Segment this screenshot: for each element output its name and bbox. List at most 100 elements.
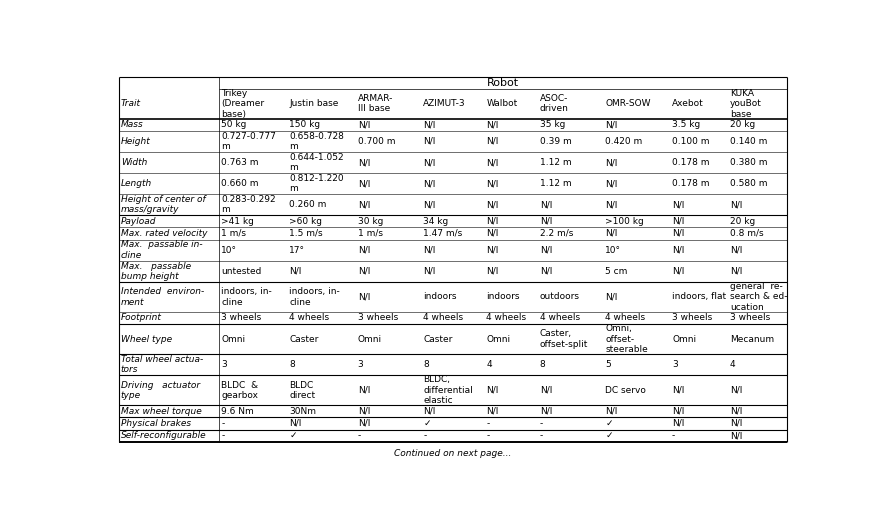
Text: Caster,
offset-split: Caster, offset-split — [540, 329, 588, 349]
Text: 0.380 m: 0.380 m — [730, 158, 767, 167]
Text: N/I: N/I — [672, 419, 684, 428]
Text: Driving   actuator
type: Driving actuator type — [121, 380, 200, 400]
Text: N/I: N/I — [672, 229, 684, 238]
Text: ✓: ✓ — [423, 419, 431, 428]
Text: 5: 5 — [606, 360, 611, 369]
Text: 3 wheels: 3 wheels — [358, 314, 398, 322]
Text: N/I: N/I — [358, 407, 370, 416]
Text: ASOC-
driven: ASOC- driven — [540, 94, 568, 114]
Text: Intended  environ-
ment: Intended environ- ment — [121, 287, 204, 306]
Text: Trikey
(Dreamer
base): Trikey (Dreamer base) — [221, 89, 264, 119]
Text: N/I: N/I — [672, 200, 684, 209]
Text: BLDC,
differential
elastic: BLDC, differential elastic — [423, 375, 473, 405]
Text: 35 kg: 35 kg — [540, 120, 565, 129]
Text: -: - — [358, 431, 361, 440]
Text: 4: 4 — [486, 360, 492, 369]
Text: Self-reconfigurable: Self-reconfigurable — [121, 431, 206, 440]
Text: 0.420 m: 0.420 m — [606, 137, 643, 146]
Text: ✓: ✓ — [289, 431, 297, 440]
Text: 0.8 m/s: 0.8 m/s — [730, 229, 764, 238]
Text: 2.2 m/s: 2.2 m/s — [540, 229, 573, 238]
Text: indoors, in-
cline: indoors, in- cline — [289, 287, 340, 306]
Text: -: - — [540, 419, 543, 428]
Text: >60 kg: >60 kg — [289, 217, 323, 226]
Text: N/I: N/I — [423, 245, 436, 255]
Text: N/I: N/I — [486, 158, 499, 167]
Text: outdoors: outdoors — [540, 292, 580, 301]
Text: -: - — [221, 419, 225, 428]
Text: Mass: Mass — [121, 120, 143, 129]
Text: 4 wheels: 4 wheels — [423, 314, 463, 322]
Text: 0.39 m: 0.39 m — [540, 137, 572, 146]
Text: BLDC  &
gearbox: BLDC & gearbox — [221, 380, 258, 400]
Text: indoors, flat: indoors, flat — [672, 292, 726, 301]
Text: N/I: N/I — [606, 229, 618, 238]
Text: OMR-SOW: OMR-SOW — [606, 99, 651, 108]
Text: ARMAR-
III base: ARMAR- III base — [358, 94, 393, 114]
Text: Height: Height — [121, 137, 150, 146]
Text: N/I: N/I — [606, 200, 618, 209]
Text: N/I: N/I — [606, 292, 618, 301]
Text: N/I: N/I — [672, 245, 684, 255]
Text: N/I: N/I — [423, 267, 436, 276]
Text: 17°: 17° — [289, 245, 306, 255]
Text: N/I: N/I — [486, 200, 499, 209]
Text: 8: 8 — [423, 360, 429, 369]
Text: 4 wheels: 4 wheels — [289, 314, 330, 322]
Text: Trait: Trait — [121, 99, 141, 108]
Text: -: - — [221, 431, 225, 440]
Text: 20 kg: 20 kg — [730, 217, 755, 226]
Text: ✓: ✓ — [606, 419, 613, 428]
Text: N/I: N/I — [423, 179, 436, 188]
Text: N/I: N/I — [730, 245, 743, 255]
Text: N/I: N/I — [730, 407, 743, 416]
Text: DC servo: DC servo — [606, 386, 646, 395]
Text: 0.580 m: 0.580 m — [730, 179, 767, 188]
Text: Omni: Omni — [221, 334, 245, 343]
Text: 0.178 m: 0.178 m — [672, 158, 710, 167]
Text: 0.658-0.728
m: 0.658-0.728 m — [289, 132, 344, 151]
Text: Max wheel torque: Max wheel torque — [121, 407, 202, 416]
Text: 1.47 m/s: 1.47 m/s — [423, 229, 462, 238]
Text: 8: 8 — [540, 360, 545, 369]
Text: Footprint: Footprint — [121, 314, 162, 322]
Text: N/I: N/I — [423, 120, 436, 129]
Text: ✓: ✓ — [606, 431, 613, 440]
Text: Robot: Robot — [487, 78, 519, 88]
Text: -: - — [540, 431, 543, 440]
Text: N/I: N/I — [540, 200, 552, 209]
Text: N/I: N/I — [486, 407, 499, 416]
Text: 0.700 m: 0.700 m — [358, 137, 395, 146]
Text: N/I: N/I — [730, 386, 743, 395]
Text: Omni,
offset-
steerable: Omni, offset- steerable — [606, 324, 648, 354]
Text: N/I: N/I — [540, 267, 552, 276]
Text: Axebot: Axebot — [672, 99, 704, 108]
Text: N/I: N/I — [672, 407, 684, 416]
Text: 3 wheels: 3 wheels — [730, 314, 770, 322]
Text: 4 wheels: 4 wheels — [486, 314, 527, 322]
Text: N/I: N/I — [486, 137, 499, 146]
Text: N/I: N/I — [289, 267, 301, 276]
Text: N/I: N/I — [358, 245, 370, 255]
Text: 3 wheels: 3 wheels — [672, 314, 713, 322]
Text: 3: 3 — [358, 360, 363, 369]
Text: N/I: N/I — [606, 407, 618, 416]
Text: N/I: N/I — [730, 431, 743, 440]
Text: N/I: N/I — [540, 386, 552, 395]
Text: 20 kg: 20 kg — [730, 120, 755, 129]
Text: 0.727-0.777
m: 0.727-0.777 m — [221, 132, 276, 151]
Text: Payload: Payload — [121, 217, 156, 226]
Text: Max.   passable
bump height: Max. passable bump height — [121, 262, 191, 281]
Text: N/I: N/I — [423, 407, 436, 416]
Text: N/I: N/I — [606, 120, 618, 129]
Text: KUKA
youBot
base: KUKA youBot base — [730, 89, 762, 119]
Text: 10°: 10° — [221, 245, 237, 255]
Text: N/I: N/I — [358, 158, 370, 167]
Text: 0.660 m: 0.660 m — [221, 179, 259, 188]
Text: Mecanum: Mecanum — [730, 334, 774, 343]
Text: N/I: N/I — [730, 419, 743, 428]
Text: 4 wheels: 4 wheels — [540, 314, 580, 322]
Text: indoors: indoors — [486, 292, 520, 301]
Text: -: - — [486, 431, 490, 440]
Text: 0.283-0.292
m: 0.283-0.292 m — [221, 195, 276, 215]
